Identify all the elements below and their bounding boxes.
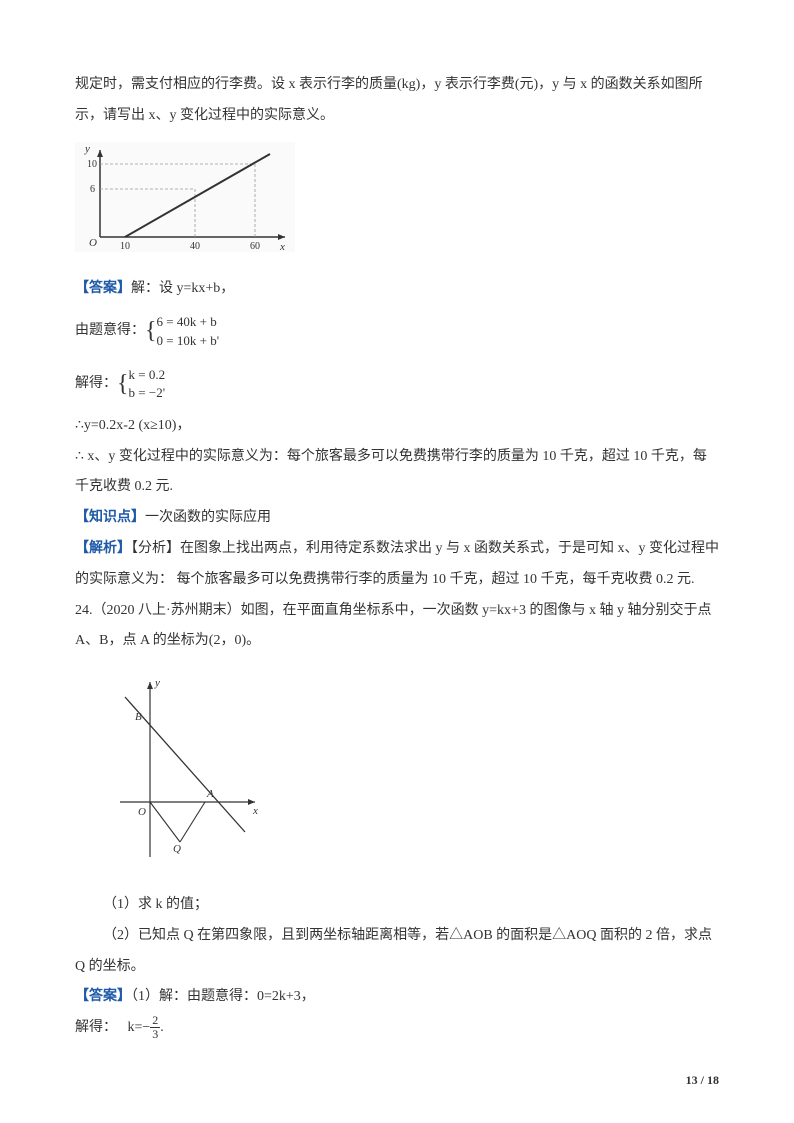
- q24-answer-text: （1）解：由题意得：0=2k+3，: [131, 989, 315, 1004]
- coordinate-diagram: y x O B A Q: [105, 672, 265, 862]
- answer-text: 解：设 y=kx+b，: [131, 281, 234, 296]
- page-total: 18: [707, 1073, 719, 1087]
- analysis-line: 【解析】【分析】在图象上找出两点，利用待定系数法求出 y 与 x 函数关系式，于…: [75, 534, 719, 596]
- eq-lines-1: 6 = 40k + b 0 = 10k + b': [157, 313, 220, 349]
- frac-den: 3: [150, 1028, 160, 1041]
- eq-lines-2: k = 0.2 b = −2': [129, 366, 166, 402]
- analysis-label: 【解析】: [75, 541, 131, 556]
- conclusion: ∴ x、y 变化过程中的实际意义为：每个旅客最多可以免费携带行李的质量为 10 …: [75, 442, 719, 504]
- svg-text:60: 60: [250, 241, 260, 252]
- svg-text:40: 40: [190, 241, 200, 252]
- q24-solve-line: 解得： k=−23.: [75, 1013, 719, 1044]
- solve-label: 解得：: [75, 369, 117, 400]
- q24-part1: （1）求 k 的值；: [75, 890, 719, 921]
- eq1-line1: 6 = 40k + b: [157, 314, 217, 329]
- eq1-line2: 0 = 10k + b': [157, 333, 220, 348]
- luggage-chart: y x O 10 6 10 40 60: [75, 142, 295, 252]
- frac-num: 2: [150, 1014, 160, 1028]
- svg-text:y: y: [154, 677, 160, 689]
- svg-text:x: x: [252, 805, 258, 817]
- q24-part2: （2）已知点 Q 在第四象限，且到两坐标轴距离相等，若△AOB 的面积是△AOQ…: [75, 921, 719, 983]
- page-footer: 13 / 18: [686, 1067, 719, 1093]
- analysis-sublabel: 【分析】: [131, 541, 180, 556]
- svg-text:x: x: [279, 241, 285, 252]
- chart-1-container: y x O 10 6 10 40 60: [75, 142, 719, 265]
- svg-text:Q: Q: [173, 843, 181, 855]
- svg-text:6: 6: [90, 184, 95, 195]
- svg-text:10: 10: [87, 159, 97, 170]
- knowledge-label: 【知识点】: [75, 510, 145, 525]
- q24-k-value: k=−: [128, 1020, 151, 1035]
- intro-paragraph: 规定时，需支付相应的行李费。设 x 表示行李的质量(kg)，y 表示行李费(元)…: [75, 70, 719, 132]
- brace-icon-2: {: [117, 358, 129, 411]
- knowledge-text: 一次函数的实际应用: [145, 510, 271, 525]
- equation-1: 由题意得： { 6 = 40k + b 0 = 10k + b': [75, 305, 719, 358]
- svg-text:y: y: [84, 143, 90, 155]
- eq2-line1: k = 0.2: [129, 367, 166, 382]
- page-sep: /: [698, 1073, 707, 1087]
- q24-answer-line: 【答案】（1）解：由题意得：0=2k+3，: [75, 982, 719, 1013]
- result-equation: ∴y=0.2x-2 (x≥10)，: [75, 411, 719, 442]
- eq2-line2: b = −2': [129, 385, 166, 400]
- eq-intro: 由题意得：: [75, 316, 145, 347]
- period: .: [160, 1020, 164, 1035]
- q24-intro: 24.（2020 八上·苏州期末）如图，在平面直角坐标系中，一次函数 y=kx+…: [75, 596, 719, 658]
- fraction: 23: [150, 1014, 160, 1041]
- svg-text:O: O: [138, 806, 146, 818]
- q24-answer-label: 【答案】: [75, 989, 131, 1004]
- brace-icon: {: [145, 305, 157, 358]
- q24-solve-label: 解得：: [75, 1020, 117, 1035]
- page-current: 13: [686, 1073, 698, 1087]
- chart-2-container: y x O B A Q: [75, 667, 719, 880]
- knowledge-line: 【知识点】一次函数的实际应用: [75, 503, 719, 534]
- answer-line: 【答案】解：设 y=kx+b，: [75, 274, 719, 305]
- equation-2: 解得： { k = 0.2 b = −2': [75, 358, 719, 411]
- answer-label: 【答案】: [75, 281, 131, 296]
- svg-text:O: O: [89, 237, 97, 249]
- svg-text:10: 10: [120, 241, 130, 252]
